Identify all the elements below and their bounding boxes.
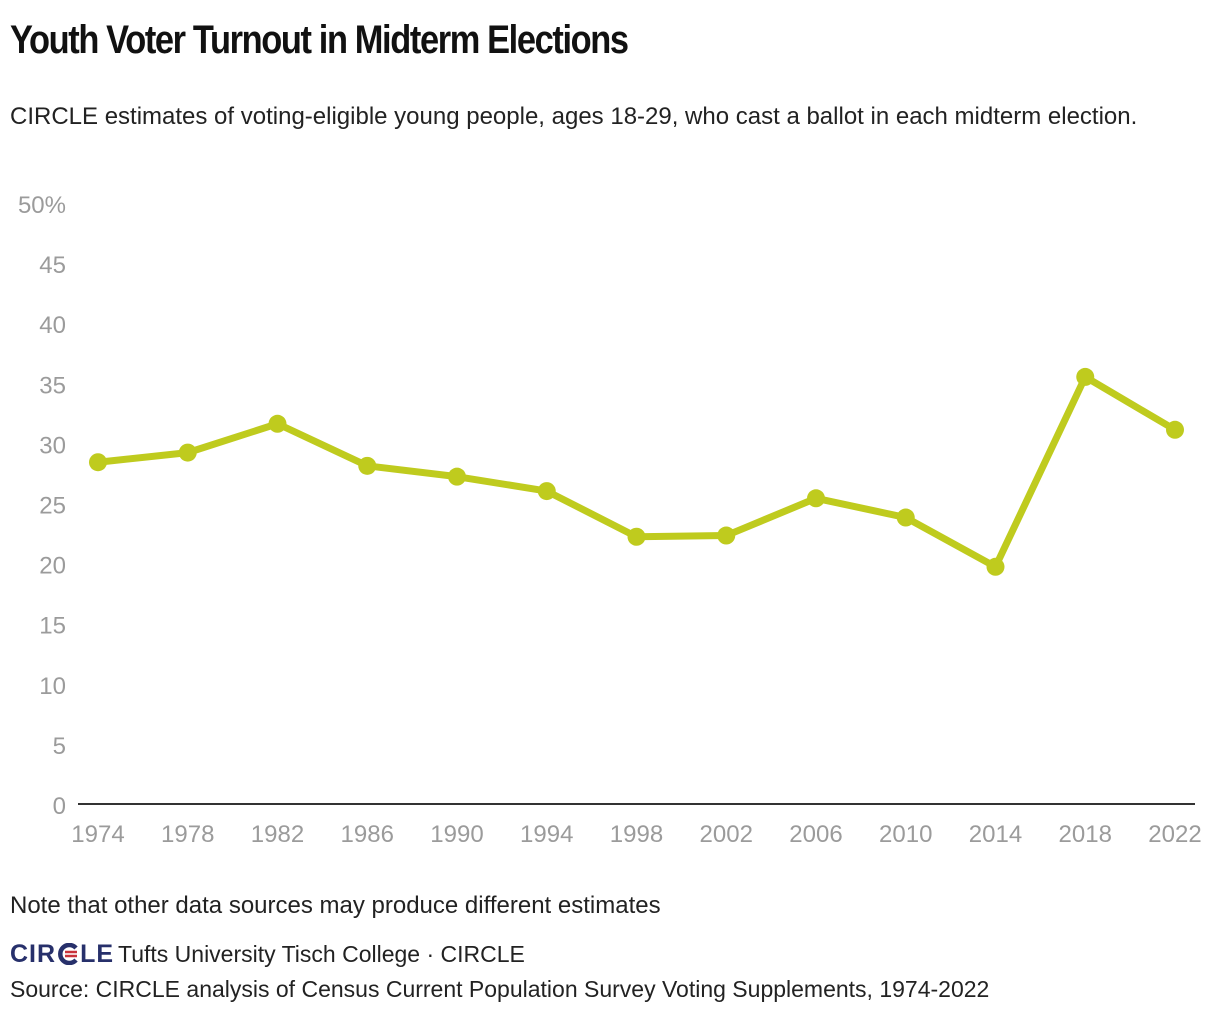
chart-subtitle: CIRCLE estimates of voting-eligible youn… [10,103,1138,130]
circle-logo: CIR LE [10,940,114,969]
data-point-2018[interactable] [1076,367,1095,386]
data-point-2010[interactable] [896,508,915,527]
x-tick-label: 2018 [1059,821,1112,848]
data-point-1998[interactable] [627,527,646,546]
credit-line: CIR LE Tufts University Tisch College · … [10,938,525,970]
y-tick-label: 45 [39,252,66,279]
y-tick-label: 20 [39,553,66,580]
x-axis-tick-labels: 1974 1978 1982 1986 1990 1994 1998 2002 2006 2010… [71,821,1201,848]
data-point-2022[interactable] [1166,420,1184,439]
data-point-2006[interactable] [807,489,825,508]
y-tick-label: 40 [39,312,66,339]
x-tick-label: 1990 [430,821,483,848]
data-point-1974[interactable] [89,453,107,472]
y-tick-label: 50% [18,192,66,219]
data-point-1990[interactable] [448,467,466,486]
y-tick-label: 10 [39,673,66,700]
data-point-1986[interactable] [358,456,377,475]
x-tick-label: 1998 [610,821,663,848]
data-point-2002[interactable] [717,526,736,545]
x-tick-label: 2006 [789,821,842,848]
data-point-1978[interactable] [178,443,197,462]
x-tick-label: 1994 [520,821,573,848]
logo-text-right: LE [80,939,115,968]
y-tick-label: 35 [39,372,66,399]
x-tick-label: 1986 [341,821,394,848]
y-tick-label: 15 [39,613,66,640]
x-tick-label: 1978 [161,821,214,848]
data-point-2014[interactable] [986,557,1005,576]
y-tick-label: 30 [39,432,66,459]
source-text: Source: CIRCLE analysis of Census Curren… [10,976,990,1002]
y-tick-label: 0 [53,793,66,820]
flag-c-icon [58,943,78,965]
x-tick-label: 1974 [71,821,124,848]
x-tick-label: 2014 [969,821,1022,848]
turnout-series [89,367,1184,576]
x-tick-label: 2022 [1148,821,1201,848]
x-tick-label: 1982 [251,821,304,848]
y-tick-label: 5 [53,733,66,760]
chart-title: Youth Voter Turnout in Midterm Elections [10,18,629,62]
y-axis-tick-labels: 0 5 10 15 20 25 30 35 40 45 50% [18,192,66,820]
y-tick-label: 25 [39,493,66,520]
logo-text-left: CIR [10,939,57,968]
x-tick-label: 2010 [879,821,932,848]
chart-note: Note that other data sources may produce… [10,892,661,919]
data-point-1982[interactable] [268,414,287,433]
x-tick-label: 2002 [700,821,753,848]
data-point-1994[interactable] [537,482,556,501]
credit-text: Tufts University Tisch College · CIRCLE [118,940,525,967]
